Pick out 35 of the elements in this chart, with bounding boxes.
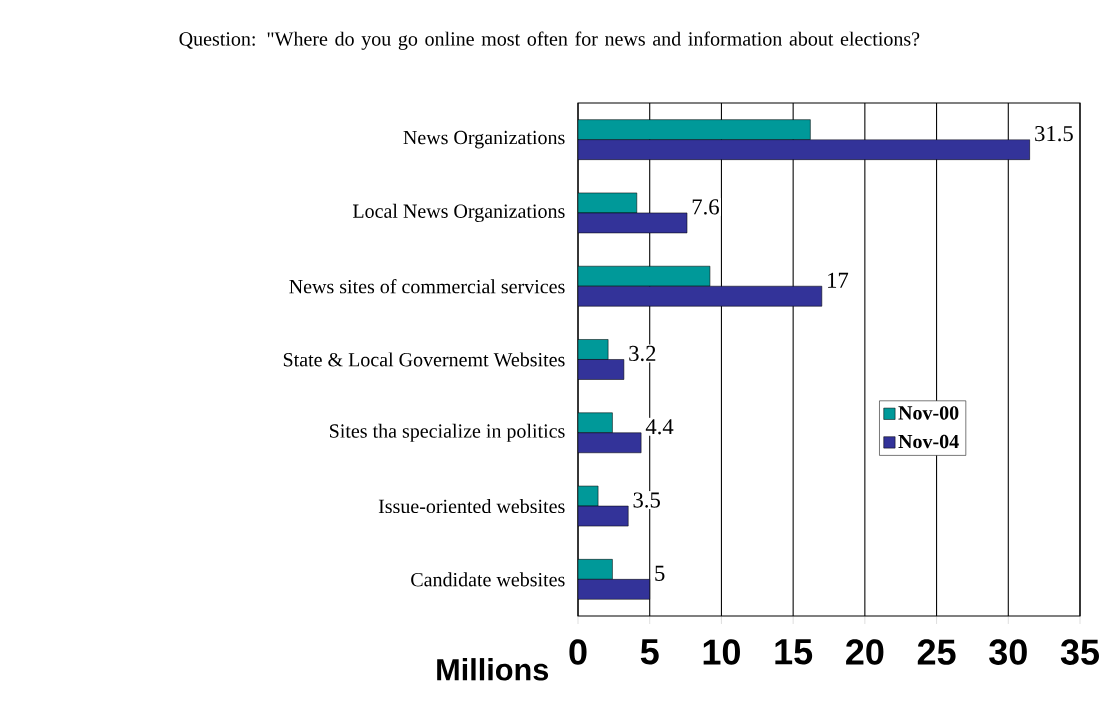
bar bbox=[578, 119, 811, 140]
legend-label: Nov-00 bbox=[898, 406, 959, 420]
data-label: 17 bbox=[828, 272, 849, 288]
x-tick-label: 15 bbox=[775, 639, 813, 665]
x-tick-label: 20 bbox=[846, 639, 884, 665]
data-label: 31.5 bbox=[1035, 125, 1073, 142]
x-tick-label: 25 bbox=[917, 639, 956, 665]
bar bbox=[578, 412, 613, 434]
x-tick-label: 30 bbox=[989, 639, 1027, 665]
y-tick-label: News Organizations bbox=[403, 130, 565, 149]
chart-title: Question: "Where do you go online most often for news and information about elections? bbox=[179, 31, 920, 50]
data-label: 3.5 bbox=[633, 492, 660, 508]
y-tick-label: Issue-oriented websites bbox=[378, 499, 565, 514]
bar bbox=[578, 432, 642, 454]
y-tick-label: Local News Organizations bbox=[352, 203, 565, 223]
y-tick-label: Candidate websites bbox=[411, 572, 565, 587]
bar bbox=[578, 139, 1031, 160]
data-label: 5 bbox=[655, 565, 665, 581]
data-label: 7.6 bbox=[692, 199, 719, 215]
x-tick-label: 10 bbox=[703, 639, 740, 665]
y-tick-label: News sites of commercial services bbox=[289, 279, 565, 294]
x-tick-label: 0 bbox=[569, 639, 587, 665]
bar bbox=[578, 579, 650, 600]
x-tick-label: 5 bbox=[640, 639, 659, 665]
y-tick-label: State & Local Governemt Websites bbox=[283, 352, 565, 367]
data-label: 4.4 bbox=[645, 419, 674, 435]
x-tick-label: 35 bbox=[1060, 639, 1100, 665]
bar bbox=[578, 359, 625, 380]
data-label: 3.2 bbox=[629, 345, 656, 362]
bar bbox=[578, 559, 613, 580]
legend-label: Nov-04 bbox=[898, 434, 959, 449]
y-tick-label: Sites tha specialize in politics bbox=[330, 423, 565, 442]
bar bbox=[578, 285, 823, 307]
x-axis-title: Millions bbox=[437, 658, 549, 681]
bar bbox=[578, 265, 711, 287]
